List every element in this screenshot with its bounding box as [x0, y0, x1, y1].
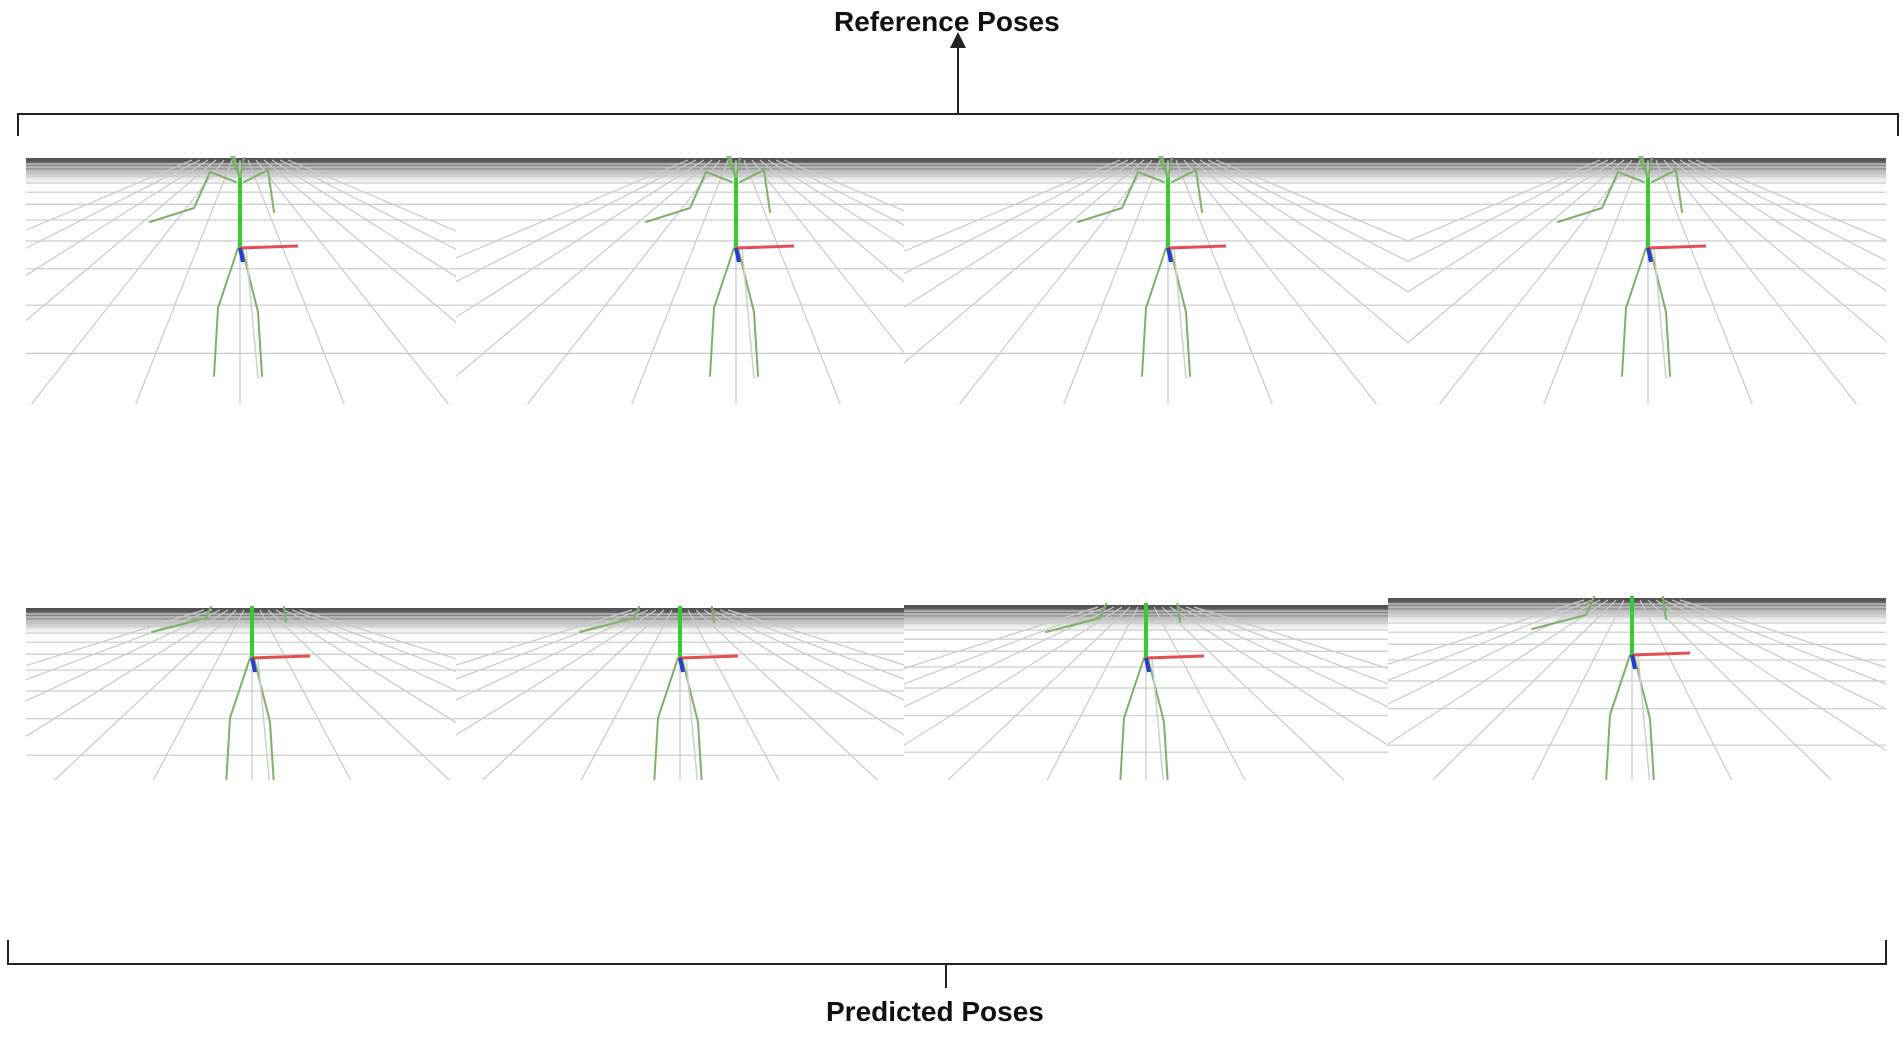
origin-axes	[1630, 651, 1691, 670]
origin-axes	[1646, 244, 1707, 263]
reference-bracket	[17, 32, 1899, 136]
predicted-pose-panel-3	[904, 603, 1388, 780]
predicted-pose-panel-4	[1388, 596, 1886, 780]
floor-grid	[904, 159, 1408, 404]
origin-axes	[678, 654, 739, 673]
skeleton	[1531, 596, 1667, 780]
origin-axes	[734, 244, 795, 263]
predicted-bracket	[7, 940, 1887, 988]
origin-axes	[250, 654, 311, 673]
floor-grid	[26, 609, 456, 780]
predicted-row	[26, 596, 1886, 780]
floor-grid	[1388, 599, 1886, 780]
skeleton	[149, 156, 275, 379]
origin-axes	[1144, 654, 1205, 673]
skeleton	[1077, 156, 1203, 379]
origin-axes	[1166, 244, 1227, 263]
predicted-pose-panel-2	[456, 606, 904, 780]
reference-row	[26, 156, 1886, 404]
floor-grid	[1408, 159, 1886, 404]
origin-axes	[238, 244, 299, 263]
skeleton	[645, 156, 771, 379]
skeleton	[151, 606, 287, 780]
skeleton	[1045, 603, 1181, 780]
reference-pose-panel-1	[26, 156, 456, 404]
reference-pose-panel-2	[456, 156, 904, 404]
predicted-pose-panel-1	[26, 606, 456, 780]
reference-pose-panel-3	[904, 156, 1408, 404]
skeleton	[579, 606, 715, 780]
floor-grid	[456, 609, 904, 780]
floor-grid	[456, 159, 904, 404]
reference-pose-panel-4	[1408, 156, 1886, 404]
skeleton	[1557, 156, 1683, 379]
reference-poses-label: Reference Poses	[834, 6, 1060, 37]
predicted-poses-label: Predicted Poses	[826, 996, 1044, 1027]
